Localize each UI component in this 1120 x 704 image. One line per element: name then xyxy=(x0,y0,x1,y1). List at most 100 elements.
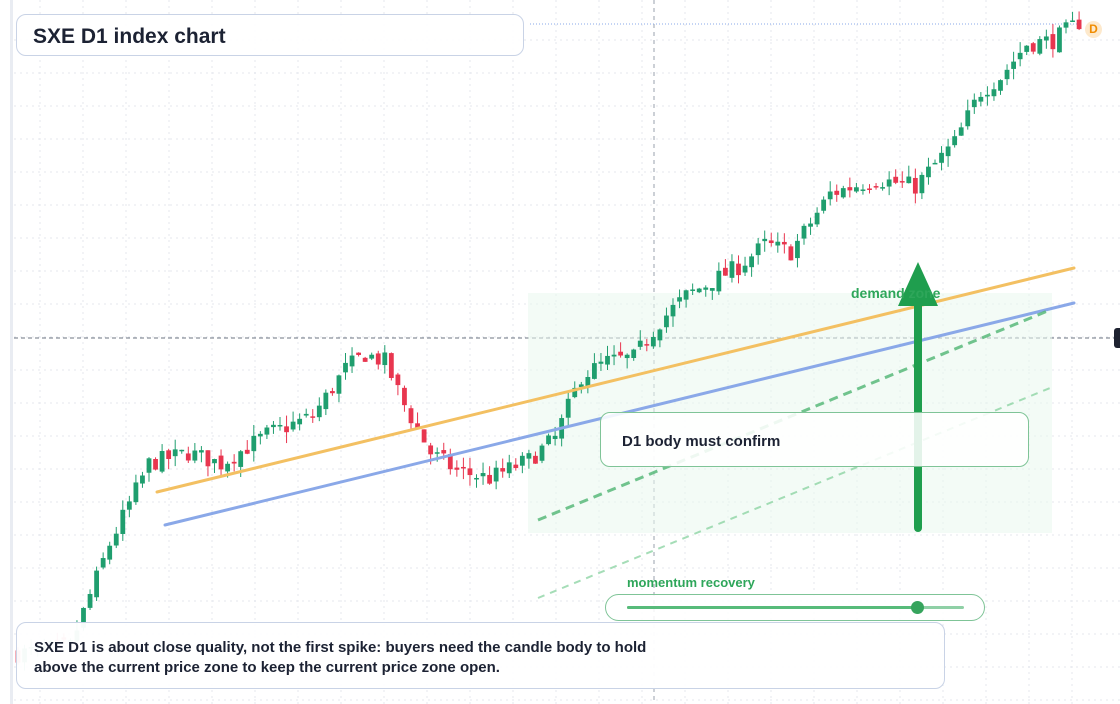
candle-body xyxy=(356,352,361,355)
candle-body xyxy=(827,191,833,200)
candle-body xyxy=(985,94,990,97)
candle-body xyxy=(493,467,499,482)
candle-body xyxy=(572,387,578,398)
candle-body xyxy=(631,349,637,358)
candle-body xyxy=(467,468,473,476)
candle-body xyxy=(801,225,807,239)
candle-body xyxy=(664,315,669,328)
candle-body xyxy=(343,362,348,373)
candle-body xyxy=(585,376,591,387)
confirm-callout: D1 body must confirm xyxy=(600,412,1029,467)
candle-body xyxy=(251,435,257,452)
candle-body xyxy=(723,267,728,276)
candle-body xyxy=(303,413,309,416)
candle-body xyxy=(958,127,964,136)
candle-body xyxy=(781,241,787,245)
candle-body xyxy=(840,188,846,198)
candle-body xyxy=(912,177,918,194)
candle-body xyxy=(185,453,191,461)
candle-body xyxy=(795,240,800,259)
candle-body xyxy=(690,289,696,291)
candle-body xyxy=(231,461,237,464)
note-panel: SXE D1 is about close quality, not the f… xyxy=(16,622,945,689)
candle-body xyxy=(526,453,532,459)
candle-body xyxy=(100,558,106,568)
candle-body xyxy=(893,176,899,183)
candle-body xyxy=(277,424,283,427)
title-panel: SXE D1 index chart xyxy=(16,14,524,56)
candle-body xyxy=(513,464,519,469)
candle-body xyxy=(873,186,879,188)
candle-body xyxy=(362,357,368,362)
candle-body xyxy=(899,181,905,183)
candle-body xyxy=(919,174,925,194)
candle-body xyxy=(205,450,211,467)
candle-body xyxy=(971,99,977,108)
candle-body xyxy=(657,329,663,341)
candle-body xyxy=(519,455,525,466)
candle-body xyxy=(847,187,853,191)
candle-body xyxy=(644,344,650,346)
candle-body xyxy=(860,189,866,191)
candle-body xyxy=(408,408,414,424)
candle-body xyxy=(421,429,427,443)
candle-body xyxy=(1070,20,1075,22)
candle-body xyxy=(1011,61,1016,69)
momentum-knob xyxy=(910,601,924,614)
candle-body xyxy=(94,570,99,598)
candle-body xyxy=(238,451,244,467)
momentum-fill xyxy=(627,606,917,609)
candle-body xyxy=(952,136,958,146)
candle-body xyxy=(218,455,224,470)
candle-body xyxy=(81,607,86,628)
candle-body xyxy=(709,288,715,291)
left-edge-bar xyxy=(10,0,13,704)
candle-body xyxy=(775,241,781,246)
candle-body xyxy=(166,450,172,460)
candle-body xyxy=(461,466,466,469)
candle-body xyxy=(991,89,997,97)
candle-body xyxy=(965,110,971,127)
candle-body xyxy=(1037,39,1043,54)
candle-body xyxy=(428,445,434,455)
candle-body xyxy=(1030,43,1036,52)
candle-body xyxy=(441,450,447,454)
candle-body xyxy=(808,223,813,227)
candle-body xyxy=(978,96,984,102)
candle-body xyxy=(244,449,250,454)
candle-body xyxy=(146,458,152,473)
candle-body xyxy=(225,463,230,472)
candle-body xyxy=(172,449,178,457)
candle-body xyxy=(395,374,401,386)
candle-body xyxy=(814,212,820,225)
timeframe-badge[interactable]: D xyxy=(1085,21,1102,38)
candle-body xyxy=(1043,36,1049,41)
candle-body xyxy=(939,152,944,163)
candle-body xyxy=(264,427,270,435)
candle-body xyxy=(369,354,375,359)
candle-body xyxy=(768,240,774,244)
candle-body xyxy=(736,263,741,276)
candle-body xyxy=(415,423,420,429)
candle-body xyxy=(310,416,316,418)
candle-body xyxy=(742,265,748,273)
chart-title: SXE D1 index chart xyxy=(33,25,226,48)
candle-body xyxy=(867,188,872,190)
candle-body xyxy=(290,421,296,430)
candle-body xyxy=(336,375,342,394)
candle-body xyxy=(605,355,610,365)
candle-body xyxy=(637,340,643,347)
candle-body xyxy=(388,353,394,378)
candle-body xyxy=(650,337,656,347)
candle-body xyxy=(703,287,709,290)
candle-body xyxy=(749,256,754,268)
candle-body xyxy=(821,199,827,211)
candle-body xyxy=(179,449,185,452)
candle-body xyxy=(533,455,538,464)
candle-body xyxy=(880,187,885,189)
candle-body xyxy=(257,433,263,437)
candle-body xyxy=(402,387,407,406)
candle-body xyxy=(330,391,335,394)
confirm-text: D1 body must confirm xyxy=(622,433,781,450)
momentum-meter xyxy=(605,594,985,621)
